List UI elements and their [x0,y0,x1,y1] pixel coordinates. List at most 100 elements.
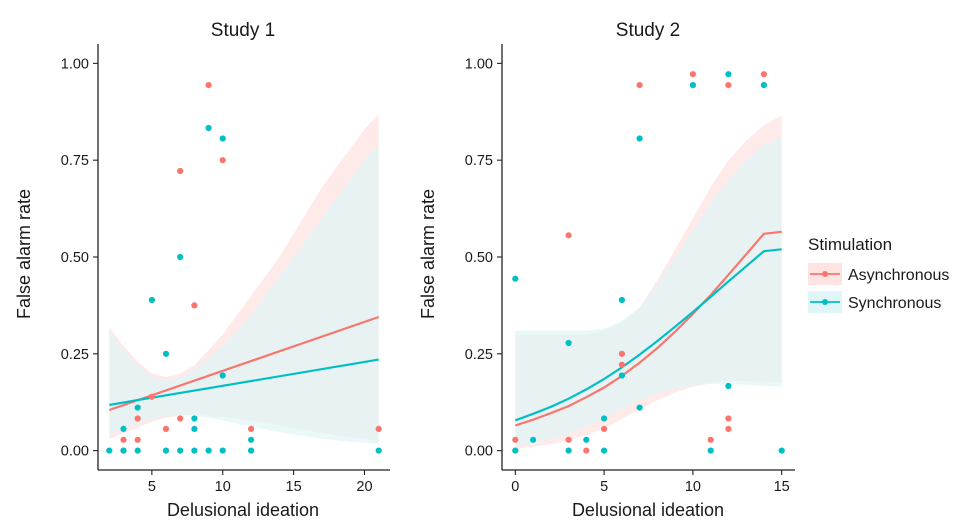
study-2-synchronous-point [583,436,590,443]
study-2-synchronous-point [707,447,714,454]
study-1-synchronous-point [205,124,212,132]
study-2-asynchronous-point [760,71,768,78]
study-1-asynchronous-point [177,415,184,422]
study-2-fit-lines [514,230,782,427]
study-2-asynchronous-point [618,350,626,357]
study-2-x-tick-label: 15 [774,479,790,495]
study-2-asynchronous-point [689,71,697,78]
study-1-synchronous-point [219,447,226,454]
study-1-synchronous-point [120,447,127,454]
study-2-confidence-bands [515,115,782,449]
study-1-x-tick-label: 5 [148,479,156,495]
study-2-asynchronous-point [707,436,714,443]
study-2-synchronous-point [689,82,697,89]
legend-title: Stimulation [808,235,892,254]
legend-label-synchronous: Synchronous [848,295,941,312]
legend-item-synchronous: Synchronous [808,291,941,313]
study-1-y-axis-title: False alarm rate [14,189,34,319]
study-1-synchronous-point [177,253,184,261]
legend-label-asynchronous: Asynchronous [848,267,949,284]
study-1-asynchronous-point [134,415,141,422]
study-1-asynchronous-point [219,157,226,164]
study-1-synchronous-point [134,404,141,411]
study-2-synchronous-point [778,447,785,454]
legend: Stimulation Asynchronous Synchronous [808,235,949,313]
study-2-y-tick-label: 0.50 [465,250,493,266]
legend-item-asynchronous: Asynchronous [808,263,949,285]
study-1-synchronous-point [162,447,170,454]
study-1-y-tick-label: 0.25 [61,347,89,363]
study-2-synchronous-point [601,447,608,454]
study-2-synchronous-point [725,71,732,78]
study-1-points [106,82,382,454]
study-2-asynchronous-point [601,425,608,432]
study-2-synchronous-point [636,404,643,411]
study-2-title: Study 2 [616,20,680,41]
study-1-asynchronous-point [134,436,141,443]
study-2-asynchronous-point [565,436,572,443]
study-1-synchronous-point [205,447,212,454]
study-1-synchronous-point [191,425,198,432]
study-1-synchronous-point [148,296,155,304]
study-2-synchronous-point [636,135,643,142]
study-2-points [512,71,785,454]
study-2-y-tick-label: 0.75 [465,153,493,169]
study-2-x-tick-label: 5 [600,479,608,495]
study-1-y-tick-label: 0.75 [61,153,89,169]
study-2-synchronous-point [618,372,626,379]
study-1-x-axis-title: Delusional ideation [167,500,319,520]
legend-key-synchronous-dot [822,299,828,305]
study-2-synchronous-point [601,415,608,422]
study-2-synchronous-fit-line [514,248,782,422]
study-2-y-tick-label: 0.25 [465,347,493,363]
study-1-synchronous-point [106,447,113,454]
study-2-asynchronous-point [618,361,626,368]
study-2-asynchronous-point [725,82,732,89]
study-1-axes: 0.00 0.25 0.50 0.75 1.00 5 10 15 20 [61,44,390,495]
study-2-y-tick-label: 0.00 [465,444,493,460]
study-1-asynchronous-point [162,425,170,432]
study-2-asynchronous-point [512,436,519,443]
study-1-asynchronous-point [191,302,198,309]
study-1-synchronous-point [134,447,141,454]
study-1-y-tick-label: 1.00 [61,56,89,72]
study-2-asynchronous-point [565,232,572,239]
study-2-synchronous-point [530,436,537,443]
study-2-synchronous-point [565,339,572,347]
study-2-synchronous-point [512,275,519,282]
study-2-x-tick-label: 10 [685,479,701,495]
study-1-asynchronous-point [148,393,155,400]
study-2-y-axis-title: False alarm rate [418,189,438,319]
study-1-synchronous-point [375,447,382,454]
study-2-y-tick-label: 1.00 [465,56,493,72]
study-1-x-tick-label: 10 [215,479,231,495]
study-2-asynchronous-point [636,82,643,89]
study-2-asynchronous-fit-line [514,230,782,427]
study-1-x-tick-label: 20 [356,479,372,495]
study-1-synchronous-point [177,447,184,454]
study-2-panel: Study 2 Delusional ideation False alarm … [418,20,795,520]
study-1-synchronous-point [248,436,255,443]
study-2-asynchronous-point [725,425,732,432]
study-2-synchronous-confidence-band [515,136,782,446]
study-2-synchronous-point [725,382,732,390]
study-2-axes: 0.00 0.25 0.50 0.75 1.00 0 5 10 15 [465,44,795,495]
study-1-synchronous-point [120,425,127,432]
study-2-synchronous-point [760,82,768,89]
study-1-asynchronous-point [375,425,382,432]
study-1-asynchronous-fit-line [108,315,380,412]
study-1-synchronous-point [162,350,170,357]
study-1-title: Study 1 [211,20,275,41]
study-1-synchronous-confidence-band [109,144,379,445]
study-1-asynchronous-point [120,436,127,443]
study-1-synchronous-point [219,372,226,379]
study-1-y-tick-label: 0.50 [61,250,89,266]
study-1-asynchronous-point [205,82,212,89]
study-2-asynchronous-point [583,447,590,454]
study-2-synchronous-point [512,447,519,454]
study-2-synchronous-point [618,296,626,304]
study-1-asynchronous-point [177,167,184,175]
study-1-synchronous-point [191,415,198,422]
study-1-synchronous-point [219,135,226,142]
